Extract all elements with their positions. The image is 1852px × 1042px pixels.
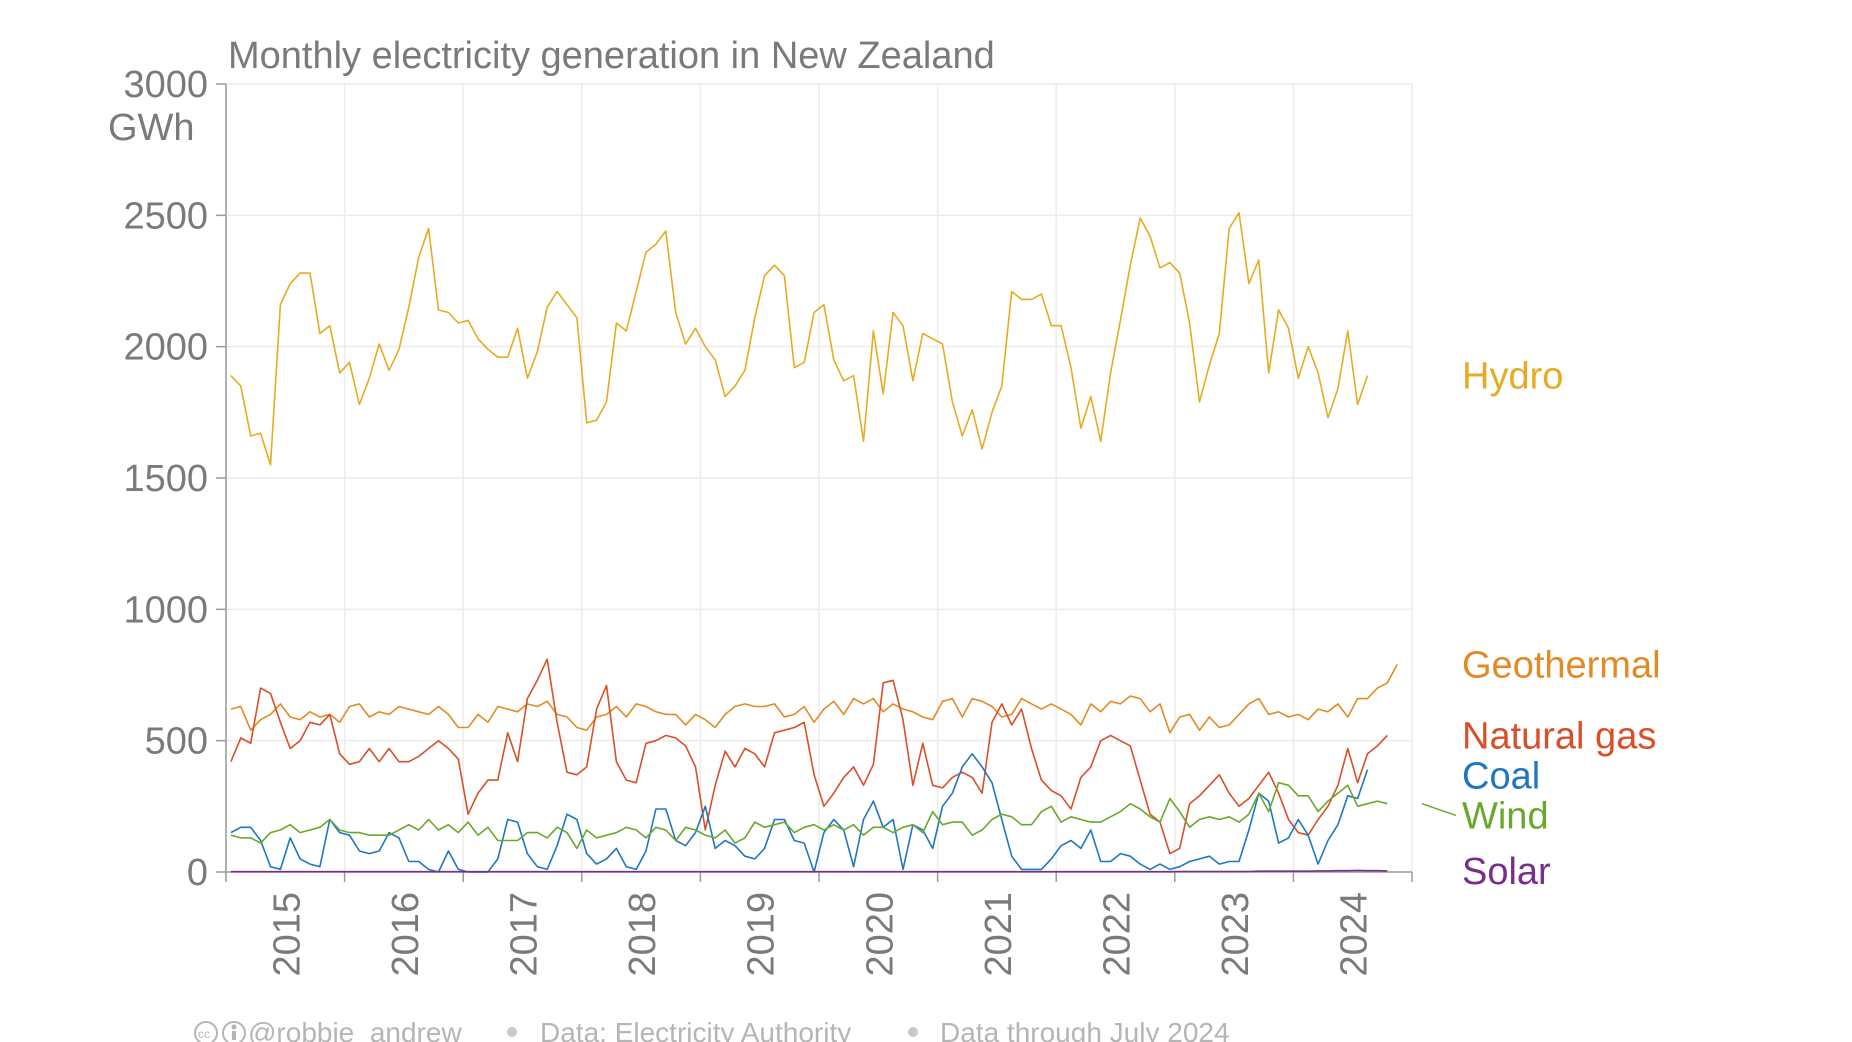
x-tick-label: 2024 <box>1334 892 1376 977</box>
series-label-geothermal: Geothermal <box>1462 644 1661 686</box>
series-line-natural-gas <box>230 658 1388 855</box>
x-tick-label: 2020 <box>859 892 901 977</box>
x-tick-label: 2022 <box>1097 892 1139 977</box>
y-tick-label: 1000 <box>123 589 208 631</box>
axes: 0 500 1000 1500 2000 2500 3000 2015 2016 2017 2018… <box>123 64 1413 977</box>
svg-text:cc: cc <box>198 1027 210 1041</box>
y-tick-label: 2500 <box>123 195 208 237</box>
x-tick-label: 2019 <box>741 892 783 977</box>
series-connector-wind <box>1421 803 1457 817</box>
y-tick-label: 1500 <box>123 458 208 500</box>
x-tick-label: 2021 <box>978 892 1020 977</box>
footer: cc @robbie_andrew Data: Electricity Auth… <box>194 1017 1230 1042</box>
footer-author: @robbie_andrew <box>248 1017 462 1042</box>
chart-title: Monthly electricity generation in New Ze… <box>228 35 995 77</box>
series-line-solar <box>230 869 1388 873</box>
x-tick-label: 2017 <box>504 892 546 977</box>
series-line-geothermal <box>230 664 1398 734</box>
footer-through: Data through July 2024 <box>940 1017 1230 1042</box>
series-label-coal: Coal <box>1462 755 1540 797</box>
x-tick-label: 2015 <box>266 892 308 977</box>
series-lines <box>230 211 1398 873</box>
series-line-wind <box>230 781 1388 850</box>
series-line-hydro <box>230 211 1369 466</box>
y-tick-label: 3000 <box>123 64 208 106</box>
y-tick-label: 2000 <box>123 327 208 369</box>
footer-source: Data: Electricity Authority <box>540 1017 851 1042</box>
x-tick-label: 2016 <box>385 892 427 977</box>
y-tick-label: 0 <box>187 852 208 894</box>
x-tick-label: 2018 <box>622 892 664 977</box>
series-label-solar: Solar <box>1462 851 1551 893</box>
series-label-hydro: Hydro <box>1462 356 1563 398</box>
series-label-wind: Wind <box>1462 795 1549 837</box>
series-line-coal <box>230 752 1369 873</box>
creative-commons-icons: cc <box>194 1021 246 1042</box>
series-label-natural-gas: Natural gas <box>1462 715 1656 757</box>
grid <box>225 83 1413 872</box>
y-tick-label: 500 <box>145 721 208 763</box>
x-tick-label: 2023 <box>1215 892 1257 977</box>
y-axis-unit-label: GWh <box>108 107 195 149</box>
